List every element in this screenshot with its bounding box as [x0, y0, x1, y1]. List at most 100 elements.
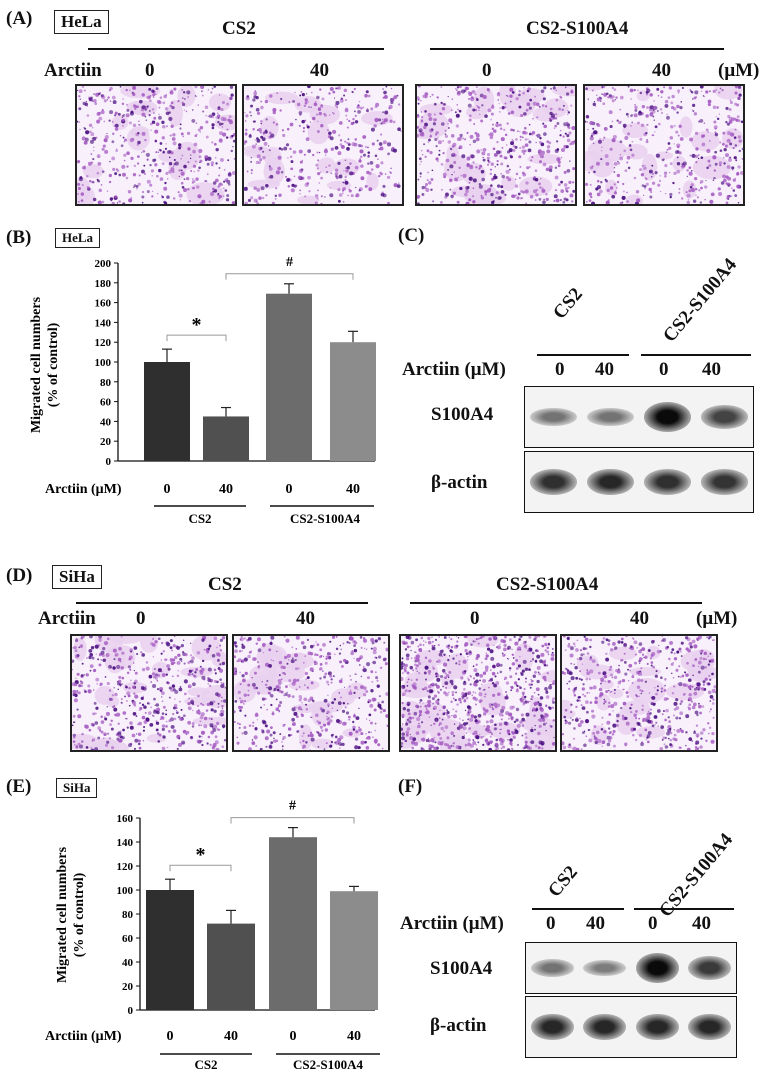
panel-c-group2-line — [641, 354, 751, 356]
blot-band — [530, 469, 577, 495]
panel-a-dose-3: 0 — [482, 60, 492, 81]
bar — [330, 342, 376, 461]
panel-b-letter: (B) — [6, 227, 32, 248]
panel-e-letter: (E) — [6, 776, 32, 797]
panel-f-dose-2: 40 — [586, 913, 605, 934]
panel-d-cell-line-label: SiHa — [52, 565, 102, 589]
micrograph-d-3 — [399, 634, 557, 752]
chart-b-group2-label: CS2-S100A4 — [290, 511, 361, 526]
significance-hash: # — [289, 799, 296, 814]
panel-a-dose-4: 40 — [652, 60, 671, 81]
panel-c-group1-label: CS2 — [549, 283, 587, 324]
panel-c-group1-line — [537, 354, 629, 356]
blot-band — [530, 959, 574, 977]
panel-a-letter: (A) — [6, 8, 33, 29]
panel-a-treatment-label: Arctiin — [44, 60, 102, 81]
panel-a-dose-1: 0 — [145, 60, 155, 81]
bar — [207, 923, 255, 1010]
chart-e-group2-label: CS2-S100A4 — [293, 1057, 364, 1072]
chart-b-plot: 0 20 40 60 80 100 120 140 160 180 200 0 40 0 40 * # — [95, 255, 376, 507]
micrograph-a-1 — [75, 84, 237, 206]
x-tick-label: 0 — [290, 1029, 297, 1044]
y-tick-label: 180 — [95, 278, 112, 290]
significance-bracket — [225, 273, 354, 280]
blot-band — [635, 1013, 679, 1041]
panel-a-dose-2: 40 — [310, 60, 329, 81]
y-tick-label: 80 — [122, 909, 134, 921]
significance-bracket — [230, 817, 355, 824]
blot-band — [644, 402, 691, 432]
blot-band — [587, 408, 634, 426]
blot-band — [530, 1013, 574, 1041]
panel-c-dose-1: 0 — [555, 359, 565, 380]
x-tick-label: 0 — [164, 482, 171, 497]
chart-b-ylabel-1: Migrated cell numbers — [29, 296, 44, 433]
chart-e: 0 20 40 60 80 100 120 140 160 0 40 0 40 * # Migrated c… — [45, 799, 380, 1072]
y-tick-label: 100 — [95, 357, 112, 369]
panel-c-protein-2: β-actin — [431, 472, 488, 493]
panel-c-group2-label: CS2-S100A4 — [659, 254, 742, 347]
x-tick-label: 0 — [286, 482, 293, 497]
chart-e-ylabel-1: Migrated cell numbers — [55, 846, 70, 983]
chart-b-group1-label: CS2 — [188, 511, 211, 526]
y-tick-label: 0 — [106, 456, 112, 468]
panel-a-unit: (μM) — [718, 60, 760, 81]
micrograph-d-4 — [560, 634, 718, 752]
panel-d-group2-line — [410, 602, 702, 604]
chart-e-xlabel: Arctiin (μM) — [45, 1029, 122, 1044]
panel-d-dose-1: 0 — [136, 608, 146, 629]
y-tick-label: 100 — [117, 885, 134, 897]
panel-c-protein-1: S100A4 — [431, 404, 494, 425]
y-tick-label: 200 — [95, 258, 112, 270]
y-tick-label: 120 — [95, 337, 112, 349]
micrograph-d-2 — [232, 634, 390, 752]
blot-band — [701, 405, 748, 429]
bar — [146, 890, 194, 1010]
panel-d-dose-3: 0 — [470, 608, 480, 629]
panel-c-dose-3: 0 — [659, 359, 669, 380]
blot-band — [583, 1013, 627, 1041]
chart-e-group1-label: CS2 — [194, 1057, 217, 1072]
panel-f-dose-4: 40 — [692, 913, 711, 934]
panel-c-treatment-label: Arctiin (μM) — [402, 359, 506, 380]
significance-star: * — [196, 844, 206, 866]
panel-f-treatment-label: Arctiin (μM) — [400, 913, 504, 934]
panel-f-protein-2: β-actin — [430, 1015, 487, 1036]
panel-d-treatment-label: Arctiin — [38, 608, 96, 629]
y-tick-label: 120 — [117, 861, 134, 873]
chart-b: 0 20 40 60 80 100 120 140 160 180 200 0 40 0 40 * # Migr… — [29, 255, 376, 526]
panel-b-cell-line-label: HeLa — [55, 228, 101, 248]
y-tick-label: 20 — [122, 981, 134, 993]
blot-c-s100a4 — [524, 386, 754, 448]
bar — [144, 362, 190, 461]
y-tick-label: 40 — [100, 416, 112, 428]
micrograph-a-2 — [242, 84, 404, 206]
panel-f-letter: (F) — [398, 776, 423, 797]
panel-d-letter: (D) — [6, 565, 33, 586]
x-tick-label: 40 — [224, 1029, 238, 1044]
y-tick-label: 60 — [100, 397, 112, 409]
bar — [266, 293, 312, 461]
x-tick-label: 40 — [346, 482, 360, 497]
blot-band — [688, 955, 732, 981]
panel-a-cell-line-label: HeLa — [54, 10, 109, 34]
panel-f-dose-3: 0 — [648, 913, 658, 934]
micrograph-d-1 — [70, 634, 228, 752]
blot-band — [587, 468, 634, 496]
panel-d-dose-2: 40 — [296, 608, 315, 629]
blot-band — [530, 408, 577, 426]
blot-f-actin — [525, 996, 737, 1058]
panel-e-cell-line-label: SiHa — [56, 778, 98, 798]
panel-f-group1-line — [532, 908, 624, 910]
y-tick-label: 20 — [100, 436, 112, 448]
micrograph-a-4 — [583, 84, 745, 206]
panel-f-protein-1: S100A4 — [430, 958, 493, 979]
blot-band — [688, 1013, 732, 1041]
blot-c-actin — [524, 451, 754, 513]
chart-b-xlabel: Arctiin (μM) — [45, 482, 122, 497]
significance-bracket — [169, 864, 232, 872]
blot-band — [644, 469, 691, 495]
panel-d-group2-label: CS2-S100A4 — [496, 574, 599, 595]
panel-f-group2-line — [634, 908, 734, 910]
blot-band — [701, 469, 748, 495]
